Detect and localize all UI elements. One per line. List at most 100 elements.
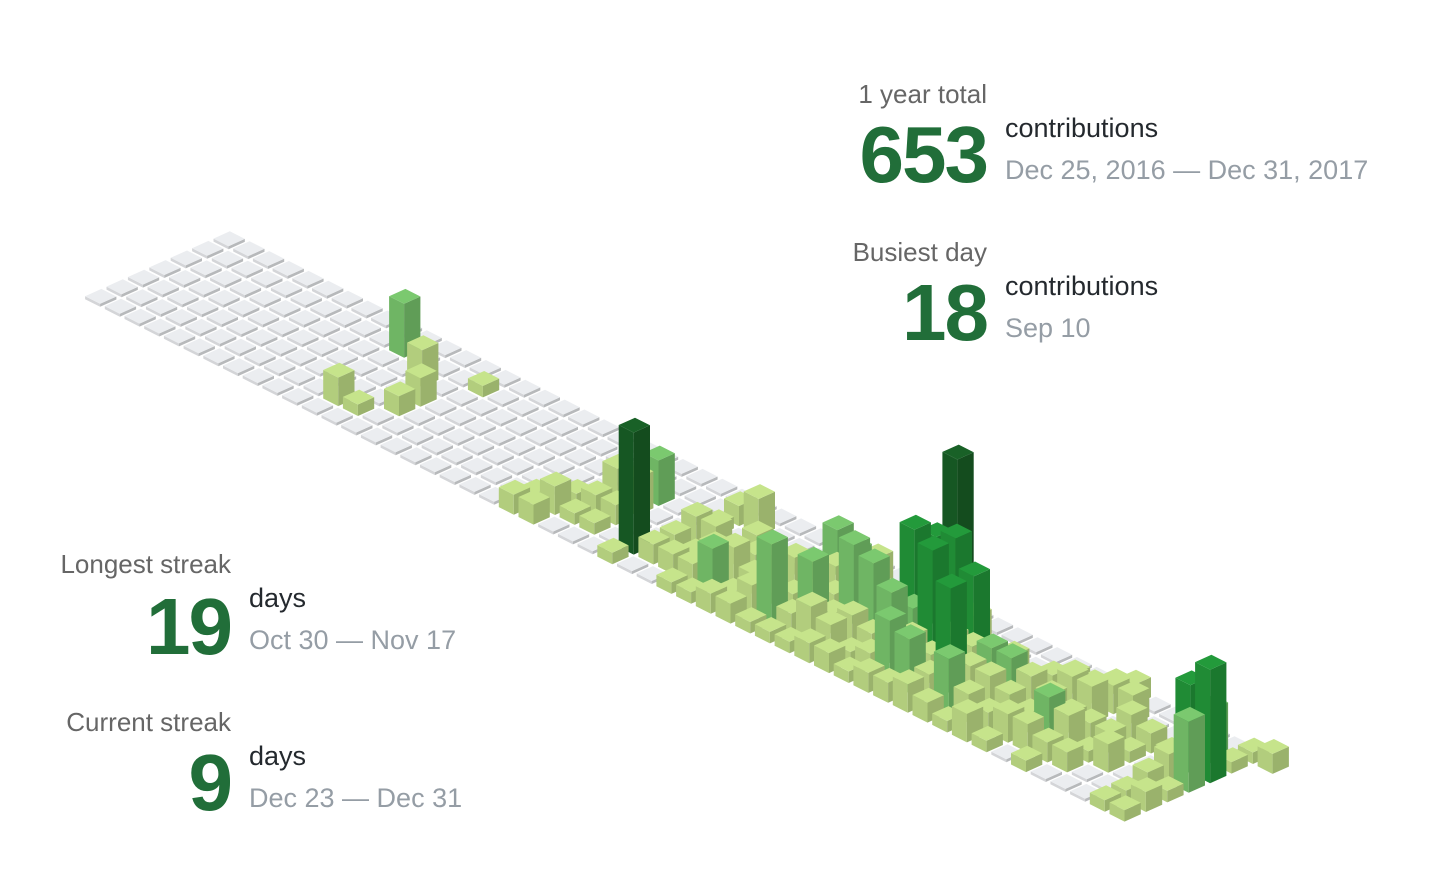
top-face	[469, 360, 501, 375]
top-face	[796, 591, 828, 607]
right-face	[345, 317, 362, 329]
day-column	[546, 419, 578, 437]
left-face	[663, 505, 679, 516]
day-column	[382, 417, 414, 436]
right-face	[160, 306, 178, 317]
left-face	[267, 326, 283, 338]
right-face	[445, 347, 462, 359]
left-face	[464, 425, 480, 437]
left-face	[272, 268, 288, 279]
top-face	[715, 588, 747, 604]
day-column	[1011, 745, 1043, 773]
left-face	[192, 248, 208, 259]
day-column	[912, 687, 944, 723]
left-face	[507, 406, 523, 418]
right-face	[399, 389, 416, 417]
day-column	[205, 328, 237, 347]
top-face	[1076, 671, 1109, 687]
left-face	[187, 306, 202, 318]
day-column	[367, 349, 399, 368]
day-column	[971, 725, 1003, 753]
left-face	[262, 385, 278, 396]
top-face	[912, 687, 944, 703]
left-face	[205, 336, 220, 347]
left-face	[1050, 781, 1066, 792]
right-face	[397, 425, 414, 436]
top-face	[360, 427, 393, 443]
day-column	[321, 407, 353, 426]
day-column	[587, 419, 620, 438]
right-face	[100, 296, 117, 307]
left-face	[518, 497, 534, 525]
left-face	[559, 505, 575, 525]
day-column	[509, 379, 541, 398]
day-column	[597, 537, 629, 565]
left-face	[145, 306, 161, 317]
top-face	[446, 389, 478, 404]
right-face	[264, 297, 281, 308]
stat-range: Dec 25, 2016 — Dec 31, 2017	[1005, 155, 1368, 185]
top-face	[743, 484, 775, 499]
left-face	[348, 346, 363, 358]
left-face	[484, 435, 500, 447]
left-face	[362, 415, 378, 426]
top-face	[223, 358, 255, 374]
top-face	[145, 299, 178, 314]
top-face	[270, 280, 303, 296]
left-face	[443, 435, 459, 446]
right-face	[1016, 634, 1033, 646]
day-column	[756, 529, 788, 624]
top-face	[993, 699, 1025, 715]
left-face	[349, 327, 365, 338]
left-face	[686, 476, 702, 487]
left-face	[400, 454, 416, 466]
left-face	[328, 337, 344, 348]
day-column	[480, 467, 513, 486]
day-column	[124, 308, 156, 327]
left-face	[1052, 744, 1068, 773]
top-face	[794, 628, 826, 644]
left-face	[756, 536, 772, 624]
day-column	[144, 318, 176, 337]
left-face	[423, 425, 439, 437]
left-face	[814, 645, 829, 674]
right-face	[533, 497, 550, 525]
day-column	[586, 438, 618, 457]
left-face	[1011, 753, 1026, 773]
left-face	[446, 396, 462, 407]
top-face	[170, 250, 202, 266]
right-face	[799, 526, 817, 537]
day-column	[420, 457, 452, 476]
right-face	[543, 397, 560, 408]
right-face	[200, 326, 217, 337]
right-face	[375, 435, 393, 446]
top-face	[498, 479, 531, 495]
top-face	[292, 270, 324, 286]
left-face	[509, 387, 524, 398]
day-column	[288, 309, 321, 328]
day-column	[360, 427, 393, 446]
stat-unit: days	[249, 741, 306, 771]
right-face	[474, 484, 491, 495]
left-face	[285, 356, 301, 367]
right-face	[602, 427, 620, 438]
left-face	[441, 454, 457, 466]
top-face	[684, 488, 716, 504]
left-face	[479, 494, 495, 505]
top-face	[467, 371, 500, 386]
top-face	[525, 428, 557, 444]
left-face	[306, 346, 322, 358]
day-column	[167, 289, 199, 308]
day-column	[348, 339, 380, 358]
left-face	[892, 676, 908, 713]
left-face	[312, 288, 327, 299]
right-face	[658, 453, 675, 506]
top-face	[269, 300, 301, 315]
top-face	[502, 457, 534, 473]
day-column	[1109, 795, 1141, 822]
stat-value: 653	[860, 110, 987, 199]
left-face	[449, 357, 465, 368]
day-column	[1052, 737, 1084, 773]
top-face	[312, 280, 344, 296]
day-column	[527, 409, 559, 428]
